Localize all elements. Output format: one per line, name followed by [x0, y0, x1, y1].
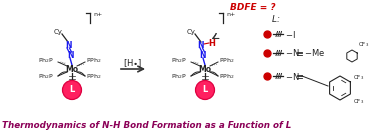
Text: $-$N: $-$N — [285, 70, 299, 81]
Text: Thermodynamics of N-H Bond Formation as a Function of L: Thermodynamics of N-H Bond Formation as … — [2, 121, 291, 130]
Text: N: N — [67, 50, 73, 59]
Text: Ph$_2$P: Ph$_2$P — [38, 73, 54, 81]
Text: PPh$_2$: PPh$_2$ — [219, 57, 235, 66]
Text: Ph$_2$P: Ph$_2$P — [171, 57, 187, 66]
Text: Ph$_2$P: Ph$_2$P — [38, 57, 54, 66]
Text: Mo: Mo — [198, 64, 212, 73]
Text: CF$_3$: CF$_3$ — [353, 98, 364, 107]
Circle shape — [62, 81, 82, 100]
Text: $L$:: $L$: — [271, 13, 280, 24]
Text: L: L — [202, 86, 208, 94]
Text: N: N — [65, 40, 71, 50]
Text: L: L — [70, 86, 74, 94]
Text: PPh$_2$: PPh$_2$ — [86, 57, 102, 66]
Text: Mo: Mo — [65, 64, 79, 73]
Text: [H$\bullet$]: [H$\bullet$] — [124, 57, 143, 69]
Text: CF$_3$: CF$_3$ — [358, 40, 369, 49]
Text: n+: n+ — [93, 12, 102, 18]
Text: H: H — [209, 39, 215, 48]
Circle shape — [195, 81, 214, 100]
Text: Cy: Cy — [54, 29, 62, 35]
Text: $-$N: $-$N — [285, 48, 299, 59]
Text: N: N — [200, 50, 206, 59]
Text: Cy: Cy — [187, 29, 195, 35]
Text: Ph$_2$P: Ph$_2$P — [171, 73, 187, 81]
Text: $-$Me: $-$Me — [304, 48, 325, 59]
Text: PPh$_2$: PPh$_2$ — [219, 73, 235, 81]
Text: CF$_3$: CF$_3$ — [353, 73, 364, 82]
Text: $-$I: $-$I — [285, 29, 296, 40]
Text: BDFE = ?: BDFE = ? — [230, 2, 276, 12]
Text: n+: n+ — [226, 12, 235, 18]
Text: PPh$_2$: PPh$_2$ — [86, 73, 102, 81]
Text: N: N — [198, 40, 204, 50]
